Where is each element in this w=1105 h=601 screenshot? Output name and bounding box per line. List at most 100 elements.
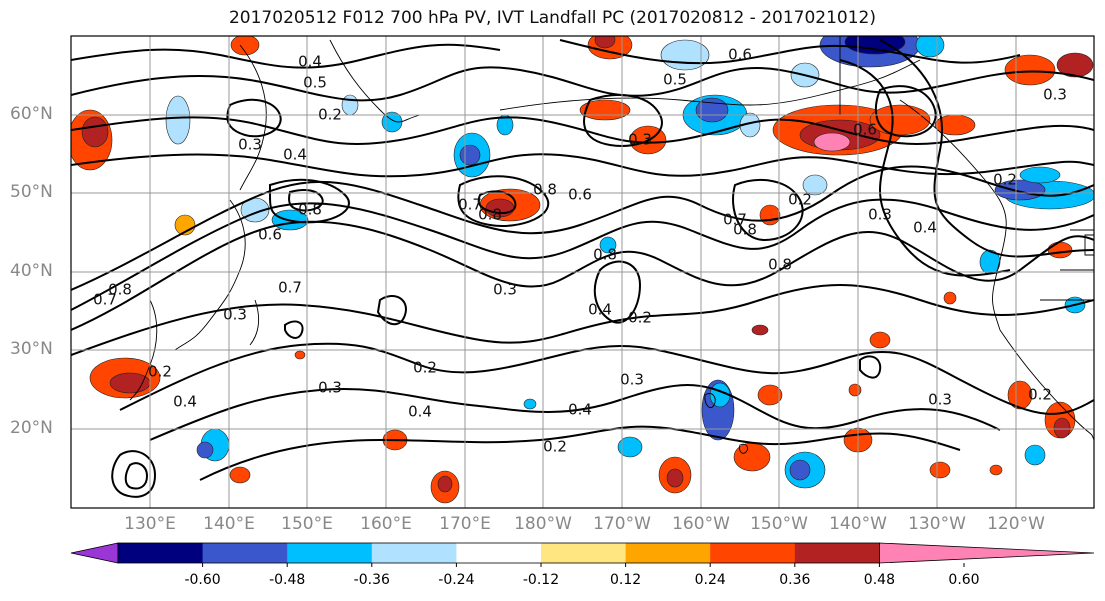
pc-shade-region	[869, 331, 891, 349]
contour-label: 0.2	[628, 309, 652, 327]
pc-shade-region	[109, 372, 151, 394]
pv-contour-line	[839, 59, 1011, 277]
contour-label: 0.2	[318, 106, 342, 124]
contour-label: 0.3	[223, 306, 247, 324]
pc-shade-region	[1007, 380, 1033, 410]
coastline	[174, 199, 246, 351]
pv-contour-line	[71, 66, 1094, 102]
pc-shade-region	[759, 204, 781, 226]
pc-shade-region	[294, 350, 306, 360]
pc-shade-region	[813, 132, 851, 152]
pc-shade-region	[802, 174, 828, 196]
contour-label: 0.7	[93, 291, 117, 309]
contour-label: 0.3	[318, 379, 342, 397]
pv-contour-line	[859, 355, 882, 379]
contour-label: 0.2	[788, 191, 812, 209]
contour-label: 0.8	[298, 201, 322, 219]
pc-shade-region	[751, 324, 769, 336]
pc-shade-region	[844, 36, 906, 55]
colorbar-tick-label: -0.12	[522, 572, 560, 588]
latitude-label: 20°N	[10, 418, 53, 438]
contour-label: 0.7	[723, 211, 747, 229]
contour-label: 0.4	[913, 219, 937, 237]
contour-label: 0.8	[533, 181, 557, 199]
pv-contours	[71, 39, 1094, 498]
pv-contour-line	[149, 384, 1001, 441]
colorbar-outline	[117, 542, 880, 564]
contour-label: 0.3	[238, 136, 262, 154]
pc-shade-region	[617, 436, 643, 458]
contour-label: 0.8	[108, 281, 132, 299]
contour-label: 0.4	[408, 403, 432, 421]
colorbar-segment	[371, 543, 457, 563]
pc-shade-region	[381, 111, 403, 133]
colorbar-segment	[287, 543, 373, 563]
pc-shade-region	[437, 475, 453, 493]
longitude-label: 140°E	[203, 514, 255, 534]
pv-contour-line	[583, 94, 663, 147]
pc-shade-region	[929, 461, 951, 479]
pv-contour-line	[477, 190, 517, 215]
pc-shade-region	[848, 383, 862, 397]
coastline	[1040, 229, 1094, 301]
latitude-label: 50°N	[10, 182, 53, 202]
pc-shade-region	[523, 398, 537, 410]
longitude-label: 130°W	[908, 514, 966, 534]
colorbar-segment	[541, 543, 627, 563]
colorbar-tick-label: 0.12	[610, 572, 642, 588]
contour-label: 0.2	[543, 438, 567, 456]
contour-label: 0.8	[733, 221, 757, 239]
pc-shade-region	[196, 441, 214, 459]
pc-shade-region	[1024, 444, 1046, 466]
contour-label: 0.3	[928, 391, 952, 409]
pv-contour-line	[119, 342, 1094, 415]
colorbar-segment	[202, 543, 288, 563]
coastline	[899, 99, 1007, 331]
pc-shade-region	[943, 291, 957, 305]
longitude-label: 180°W	[514, 514, 572, 534]
contour-label: 0.3	[1043, 86, 1067, 104]
pv-contour-line	[288, 189, 324, 212]
contour-label: 0.7	[458, 196, 482, 214]
latitude-label: 40°N	[10, 261, 53, 281]
pc-shade-region	[1047, 241, 1073, 259]
longitude-label: 130°E	[124, 514, 176, 534]
contour-label: 0.6	[258, 226, 282, 244]
colorbar-tick-label: -0.48	[269, 572, 306, 588]
longitude-label: 160°W	[672, 514, 730, 534]
pc-shade-region	[165, 95, 191, 145]
pc-shade-region	[599, 236, 617, 254]
pv-contour-line	[71, 116, 1094, 145]
pc-shade-region	[1053, 417, 1071, 439]
colorbar-tick-label: 0.48	[863, 572, 895, 588]
contour-label: 0.2	[413, 359, 437, 377]
contour-label: 0.6	[728, 46, 752, 64]
pv-contour-line	[284, 320, 304, 339]
contour-label: 0.4	[298, 53, 322, 71]
contour-label: 0.7	[278, 279, 302, 297]
coastline	[329, 39, 421, 123]
coastline	[239, 44, 267, 191]
pv-contour-line	[111, 450, 157, 498]
pc-shade-region	[230, 36, 260, 56]
coastline	[499, 59, 921, 111]
pc-shade-region	[1056, 52, 1094, 78]
pv-contour-line	[376, 295, 407, 326]
pv-contour-line	[874, 85, 937, 138]
longitude-label: 120°W	[987, 514, 1045, 534]
longitude-label: 170°E	[439, 514, 491, 534]
pv-contour-line	[71, 165, 1094, 291]
colorbar-segment	[456, 543, 542, 563]
contour-label: 0.4	[173, 393, 197, 411]
pc-shade-region	[695, 97, 729, 123]
pc-shade-region	[459, 144, 481, 166]
colorbar-segment	[710, 543, 796, 563]
pv-contour-line	[71, 198, 1094, 311]
pc-shade-region	[229, 466, 251, 484]
colorbar-segment	[625, 543, 711, 563]
coastlines	[129, 36, 1094, 454]
longitude-label: 170°W	[593, 514, 651, 534]
pv-contour-line	[559, 39, 1021, 65]
pc-shading	[71, 36, 1094, 504]
pc-shade-region	[1019, 166, 1061, 184]
